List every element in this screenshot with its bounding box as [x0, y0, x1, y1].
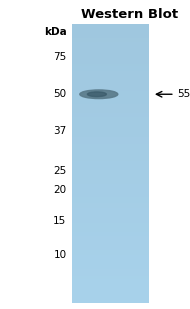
Text: 75: 75 [53, 52, 66, 62]
Text: 50: 50 [53, 89, 66, 99]
Text: 55kDa: 55kDa [177, 89, 190, 99]
Text: 37: 37 [53, 126, 66, 136]
Text: 20: 20 [53, 185, 66, 195]
Text: 15: 15 [53, 216, 66, 226]
Ellipse shape [80, 90, 118, 99]
Text: kDa: kDa [44, 28, 66, 37]
Text: Western Blot: Western Blot [81, 8, 178, 21]
Text: 10: 10 [53, 250, 66, 260]
Ellipse shape [87, 92, 106, 97]
Text: 25: 25 [53, 167, 66, 176]
